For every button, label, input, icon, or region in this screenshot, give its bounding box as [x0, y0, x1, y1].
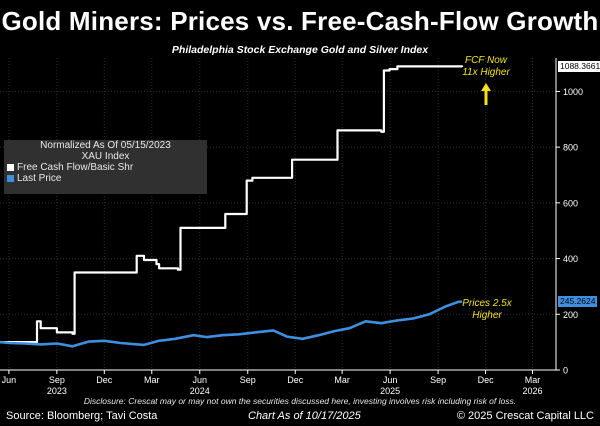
disclosure: Disclosure: Crescat may or may not own t… [83, 396, 517, 406]
price-annotation-line2: Higher [472, 310, 502, 321]
x-tick-label: Jun [2, 375, 17, 385]
x-year-label: 2024 [190, 386, 210, 396]
chart-series [0, 65, 464, 348]
series-line-price [0, 300, 463, 348]
x-tick-label: Sep [49, 375, 65, 385]
legend-item-fcf: Free Cash Flow/Basic Shr [4, 162, 207, 173]
y-tick-label: 0 [563, 366, 568, 376]
x-tick-label: Sep [430, 375, 446, 385]
x-tick-label: Dec [96, 375, 113, 385]
y-tick-label: 200 [563, 310, 578, 320]
x-tick-label: Mar [334, 375, 350, 385]
x-tick-label: Jun [193, 375, 208, 385]
y-tick-label: 800 [563, 143, 578, 153]
x-tick-label: Sep [240, 375, 256, 385]
x-tick-label: Mar [144, 375, 160, 385]
legend: Normalized As Of 05/15/2023 XAU Index Fr… [4, 140, 207, 194]
legend-item-price: Last Price [4, 173, 207, 184]
legend-heading-index: XAU Index [81, 151, 130, 162]
y-tick-label: 1000 [563, 87, 583, 97]
fcf-annotation: FCF Now 11x Higher [458, 55, 514, 79]
x-tick-label: Jun [383, 375, 398, 385]
source-text: Source: Bloomberg; Tavi Costa [6, 410, 158, 422]
up-arrow-icon [481, 83, 491, 105]
chart-as-of: Chart As of 10/17/2025 [248, 410, 361, 422]
y-tick-label: 400 [563, 254, 578, 264]
legend-label-fcf: Free Cash Flow/Basic Shr [17, 162, 134, 173]
price-annotation-line1: Prices 2.5x [462, 298, 512, 309]
legend-swatch-price [7, 175, 14, 182]
y-tick-label: 600 [563, 198, 578, 208]
chart-grid [0, 58, 556, 371]
fcf-annotation-line2: 11x Higher [462, 67, 510, 78]
x-tick-label: Dec [478, 375, 495, 385]
chart-subtitle: Philadelphia Stock Exchange Gold and Sil… [171, 44, 429, 56]
copyright: © 2025 Crescat Capital LLC [456, 410, 594, 422]
legend-heading-normalized: Normalized As Of 05/15/2023 [40, 140, 171, 151]
x-tick-label: Dec [287, 375, 304, 385]
legend-swatch-fcf [7, 164, 14, 171]
fcf-value-box: 1088.3661 [558, 60, 600, 72]
x-tick-label: Mar [525, 375, 541, 385]
chart-title: Gold Miners: Prices vs. Free-Cash-Flow G… [1, 6, 599, 36]
x-year-label: 2025 [380, 386, 400, 396]
y-axis: 0 200 400 600 800 1000 [556, 87, 583, 376]
legend-label-price: Last Price [17, 173, 62, 184]
x-year-label: 2026 [523, 386, 543, 396]
series-line-fcf [0, 65, 464, 344]
fcf-annotation-line1: FCF Now [464, 55, 508, 66]
x-year-label: 2023 [47, 386, 67, 396]
price-annotation: Prices 2.5x Higher [455, 298, 519, 322]
price-value-box: 245.2624 [558, 295, 598, 307]
